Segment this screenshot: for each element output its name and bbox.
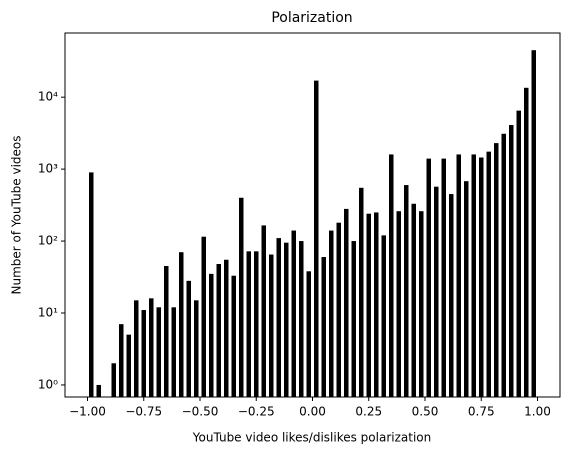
- x-tick-label: 0.25: [355, 405, 382, 419]
- bar: [486, 151, 492, 397]
- bar: [509, 125, 514, 398]
- bar: [329, 230, 334, 397]
- x-tick-label: 0.50: [412, 405, 439, 419]
- bar: [388, 154, 394, 397]
- x-tick-label: −0.50: [182, 405, 219, 419]
- bar: [186, 280, 192, 397]
- y-tick-label: 10³: [38, 162, 58, 176]
- bar: [276, 238, 282, 397]
- bar: [133, 300, 139, 397]
- bar: [464, 181, 469, 397]
- bar: [419, 211, 424, 397]
- y-tick-label: 10⁰: [38, 377, 58, 391]
- plot-frame: [64, 32, 561, 398]
- bar: [126, 334, 132, 397]
- bar: [366, 213, 372, 397]
- chart-title: Polarization: [271, 10, 352, 26]
- bar: [456, 154, 462, 397]
- x-tick-label: −0.75: [125, 405, 162, 419]
- bar: [321, 257, 327, 397]
- bar: [201, 236, 206, 397]
- bar: [358, 187, 364, 397]
- bar: [253, 251, 259, 397]
- bar: [118, 324, 124, 397]
- bar: [426, 158, 431, 397]
- bar: [178, 252, 184, 397]
- bar: [216, 263, 222, 397]
- x-tick-label: −0.25: [238, 405, 275, 419]
- bar: [471, 154, 476, 397]
- bar: [403, 185, 409, 397]
- bar: [163, 266, 169, 397]
- bar: [336, 222, 341, 397]
- bar: [239, 197, 244, 397]
- y-axis-label: Number of YouTube videos: [10, 135, 24, 294]
- bar: [223, 259, 229, 397]
- bar: [208, 273, 214, 397]
- bar: [291, 230, 296, 397]
- bar: [493, 143, 499, 397]
- y-tick-label: 10¹: [38, 306, 58, 320]
- bar: [531, 50, 537, 397]
- bar: [523, 87, 529, 397]
- x-tick-label: −1.00: [69, 405, 106, 419]
- bar: [149, 298, 154, 397]
- bar: [448, 194, 454, 397]
- bar: [396, 211, 402, 397]
- bar: [96, 384, 102, 397]
- bar: [88, 172, 94, 397]
- bar: [141, 310, 147, 397]
- bar: [343, 208, 349, 397]
- bar: [441, 158, 447, 397]
- bar: [231, 275, 237, 397]
- bar: [381, 235, 386, 397]
- bar: [284, 242, 289, 397]
- bar: [156, 307, 161, 397]
- bar: [171, 307, 177, 397]
- bar: [478, 157, 484, 397]
- bar: [261, 225, 267, 397]
- bar: [306, 271, 312, 397]
- bar: [111, 363, 116, 397]
- x-axis-label: YouTube video likes/dislikes polarizatio…: [192, 431, 431, 445]
- bar: [268, 254, 274, 397]
- x-tick-label: 0.75: [468, 405, 495, 419]
- bar: [194, 300, 199, 397]
- bar: [313, 80, 319, 398]
- y-tick-label: 10⁴: [38, 90, 58, 104]
- x-tick-label: 1.00: [524, 405, 551, 419]
- bar: [433, 186, 439, 397]
- bar: [516, 110, 521, 397]
- y-tick-label: 10²: [38, 234, 58, 248]
- bar: [501, 133, 507, 397]
- bar: [298, 241, 304, 397]
- bar: [351, 241, 357, 397]
- x-tick-label: 0.00: [299, 405, 326, 419]
- bar: [246, 251, 251, 397]
- bar: [374, 212, 379, 397]
- bar: [411, 203, 417, 397]
